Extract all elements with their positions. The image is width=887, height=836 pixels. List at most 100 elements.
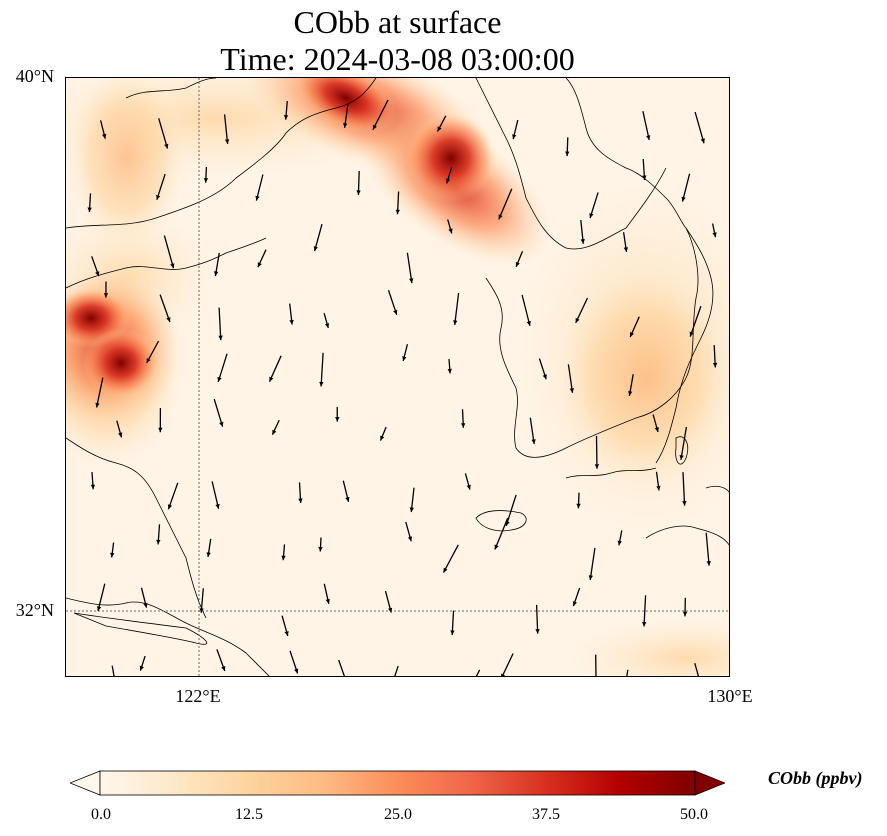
wind-arrow-head [356,190,361,195]
wind-arrow-head [164,143,169,149]
wind-arrow-shaft [589,192,599,219]
wind-arrow-shaft [680,426,688,460]
wind-arrow-shaft [406,252,413,284]
wind-arrow-head [257,262,262,268]
wind-arrow-head [345,497,350,502]
lat-label-32n: 32°N [15,600,54,620]
wind-arrow-head [217,377,222,382]
wind-arrow-head [139,665,144,671]
wind-arrow-shaft [694,663,700,676]
colorbar-tick-2: 25.0 [384,806,412,823]
wind-arrow-head [156,194,161,200]
wind-arrow-head [461,423,466,428]
wind-arrow-shaft [642,111,650,141]
wind-arrow-head [103,293,109,298]
wind-arrow-shaft [218,307,222,341]
wind-arrow-shaft [682,472,686,506]
wind-arrow-head [335,417,340,422]
colorbar-gradient [99,770,696,796]
wind-arrow-head [110,552,115,558]
wind-arrow-head [628,391,633,396]
wind-arrow-head [407,536,413,542]
wind-arrow-head [531,439,536,444]
wind-arrow-shaft [159,294,171,323]
wind-arrow-shaft [338,659,345,676]
wind-arrow-shaft [313,224,323,252]
colorbar-tick-4: 50.0 [680,806,708,823]
wind-arrow-head [443,567,448,573]
wind-arrow-shaft [372,99,389,131]
wind-arrow-head [623,247,628,252]
wind-arrow-head [294,668,299,674]
wind-arrow-head [712,362,718,368]
wind-arrow-head [281,555,286,561]
wind-arrow-head [206,552,211,557]
wind-arrow-head [706,561,711,566]
wind-arrow-head [437,126,442,132]
wind-arrow-head [409,507,414,513]
wind-arrow-head [448,228,453,234]
wind-arrow-shaft [211,481,220,509]
wind-arrow-head [156,539,161,545]
colorbar-tick-3: 37.5 [532,806,560,823]
wind-arrow-head [646,135,651,140]
wind-arrow-head [269,376,274,382]
wind-arrow-head [450,630,455,635]
wind-arrow-shaft [442,544,459,573]
wind-arrow-head [388,607,393,613]
wind-arrow-head [700,138,705,144]
wind-arrow-head [218,335,223,341]
wind-arrow-head [712,232,717,238]
wind-arrow-head [95,271,100,277]
wind-arrow-shaft [158,118,169,149]
wind-arrow-head [594,464,600,469]
wind-arrow-shaft [167,482,179,510]
wind-arrow-head [319,381,324,387]
colorbar-tick-1: 12.5 [235,806,263,823]
lon-label-130e: 130°E [707,686,753,706]
wind-arrow-head [224,139,230,144]
wind-arrow-head [642,621,647,627]
wind-arrow-head [393,309,398,315]
wind-arrow-head [289,319,294,325]
wind-arrow-head [526,321,531,326]
wind-arrow-shaft [97,583,106,612]
wind-arrow-head [298,498,303,503]
map-title: CObb at surface [293,4,502,40]
wind-arrow-head [447,368,452,374]
wind-arrow-shaft [217,353,228,383]
wind-arrow-head [167,504,172,510]
wind-arrow-shaft [268,355,282,382]
colorbar-tick-0: 0.0 [91,806,111,823]
wind-arrow-head [515,261,520,267]
wind-arrow-head [318,546,323,552]
wind-arrow-head [284,631,289,636]
wind-arrow-shaft [454,293,460,326]
wind-arrow-head [542,374,547,380]
wind-arrow-shaft [111,665,115,676]
wind-arrow-head [409,278,414,284]
wind-arrow-head [313,246,318,252]
wind-arrow-head [343,123,348,128]
gridlines [66,78,729,676]
map-svg [66,78,729,677]
wind-arrow-head [380,435,385,441]
wind-arrow-head [393,676,397,677]
wind-arrow-head [575,317,580,323]
wind-arrow-shaft [394,665,399,676]
lon-label-122e: 122°E [175,686,221,706]
colorbar-label: CObb (ppbv) [768,768,863,788]
wind-arrow-head [682,611,688,617]
colorbar-max-extend [694,770,725,796]
wind-arrow-shaft [681,173,691,202]
wind-arrow-head [102,133,107,139]
wind-arrow-head [642,175,647,181]
wind-arrow-head [501,673,506,676]
wind-arrow-shaft [223,114,229,144]
wind-arrow-head [325,599,330,604]
wind-arrow-head [283,115,289,120]
wind-arrow-head [679,455,684,460]
wind-arrow-shaft [705,532,710,566]
wind-arrow-head [97,606,102,611]
wind-arrow-shaft [494,517,509,550]
